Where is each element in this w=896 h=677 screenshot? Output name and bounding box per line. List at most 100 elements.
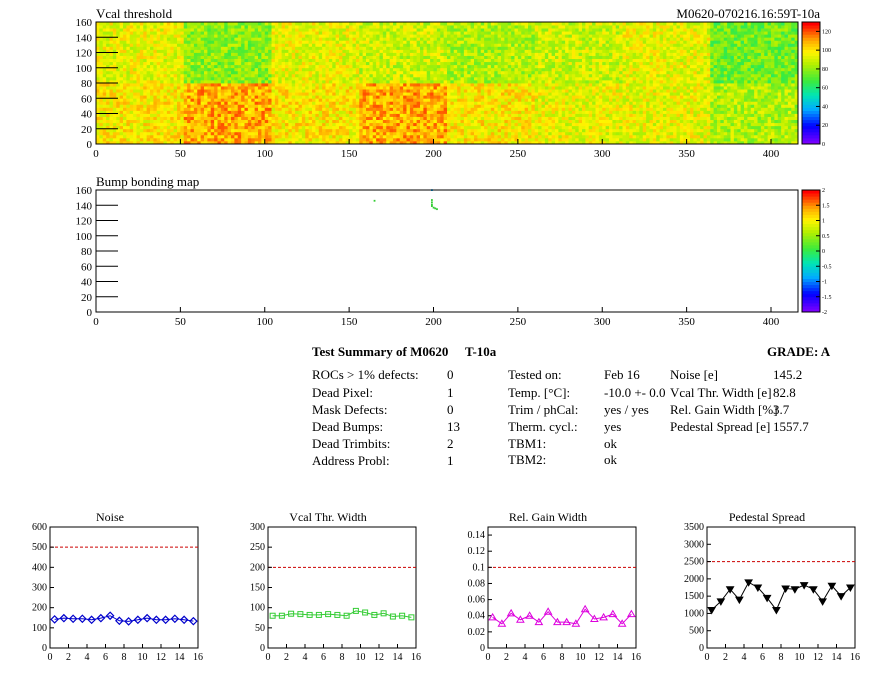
map1-cell [774, 137, 779, 142]
map1-cell [750, 140, 755, 145]
map1-cell [663, 137, 667, 142]
map1-cell [345, 140, 350, 145]
map1-cell [190, 137, 195, 142]
map1-cell [565, 125, 569, 130]
map1-cell [781, 125, 785, 130]
map1-cell [119, 134, 124, 139]
map1-cell [568, 140, 573, 145]
map1-cell [490, 122, 495, 127]
map1-cell [598, 137, 603, 142]
map1-cell [511, 125, 515, 130]
map1-cell [328, 137, 333, 142]
map1-cell [342, 128, 347, 133]
map1-cell [433, 122, 438, 127]
map1-cell [713, 137, 718, 142]
map1-cell [271, 134, 276, 139]
map1-cell [187, 131, 191, 136]
map1-cell [470, 140, 475, 145]
map1-cell [673, 140, 677, 145]
map1-cell [615, 131, 620, 136]
map1-cell [166, 125, 171, 130]
map1-cell [301, 122, 306, 127]
map1-cell [609, 128, 613, 133]
map1-cell [146, 137, 151, 142]
map1-cell [555, 140, 559, 145]
map1-cell [538, 140, 542, 145]
map1-cell [224, 131, 229, 136]
map1-cell [197, 140, 202, 145]
map1-cell [109, 125, 114, 130]
map1-cell [241, 125, 245, 130]
map1-cell [136, 137, 141, 142]
map1-cell [568, 128, 573, 133]
map1-cell [244, 131, 249, 136]
map1-cell [544, 140, 549, 145]
map1-cell [757, 125, 762, 130]
map1-cell [217, 137, 222, 142]
map1-cell [183, 134, 188, 139]
map1-cell [173, 140, 178, 145]
map1-cell [440, 128, 445, 133]
map1-cell [204, 122, 208, 127]
map1-cell [595, 122, 600, 127]
map1-cell [372, 140, 377, 145]
map1-cell [308, 125, 313, 130]
map1-cell [757, 134, 762, 139]
map1-cell [247, 131, 252, 136]
map1-cell [683, 131, 688, 136]
map1-cell [166, 128, 171, 133]
map1-cell [393, 128, 397, 133]
map1-cell [396, 122, 401, 127]
map1-cell [210, 137, 215, 142]
map1-cell [247, 128, 252, 133]
map1-cell [693, 134, 698, 139]
map1-cell [254, 131, 259, 136]
map1-cell [713, 134, 718, 139]
map1-cell [750, 134, 755, 139]
map1-cell [139, 122, 144, 127]
map1-cell [639, 134, 644, 139]
map1-cell [558, 128, 563, 133]
map1-cell [258, 125, 262, 130]
map1-cell [649, 125, 654, 130]
map1-cell [359, 140, 364, 145]
map1-cell [514, 125, 519, 130]
map1-cell [163, 131, 168, 136]
map1-cell [332, 134, 337, 139]
map1-cell [528, 137, 532, 142]
map1-cell [740, 134, 745, 139]
map1-cell [258, 128, 262, 133]
map1-cell [706, 125, 711, 130]
map1-cell [112, 125, 117, 130]
map1-cell [173, 122, 178, 127]
map1-cell [764, 140, 769, 145]
map1-cell [767, 131, 772, 136]
map1-cell [305, 134, 310, 139]
map1-cell [760, 134, 765, 139]
map1-cell [413, 125, 418, 130]
map1-cell [372, 137, 377, 142]
map1-cell [112, 137, 117, 142]
map1-cell [349, 128, 353, 133]
map1-cell [659, 131, 664, 136]
map1-cell [349, 122, 353, 127]
map1-cell [399, 128, 404, 133]
map1-cell [156, 122, 161, 127]
map1-cell [710, 140, 715, 145]
map1-cell [352, 125, 357, 130]
map1-cell [504, 134, 509, 139]
map1-cell [355, 128, 360, 133]
map1-cell [538, 137, 542, 142]
map1-cell [349, 134, 353, 139]
map1-cell [703, 125, 708, 130]
map1-cell [619, 140, 623, 145]
map1-cell [690, 140, 694, 145]
map1-cell [723, 128, 728, 133]
map1-cell [457, 128, 461, 133]
map1-cell [528, 128, 532, 133]
map1-cell [295, 128, 299, 133]
map1-cell [700, 137, 704, 142]
map1-cell [200, 128, 205, 133]
map1-cell [143, 131, 148, 136]
map1-cell [490, 128, 495, 133]
